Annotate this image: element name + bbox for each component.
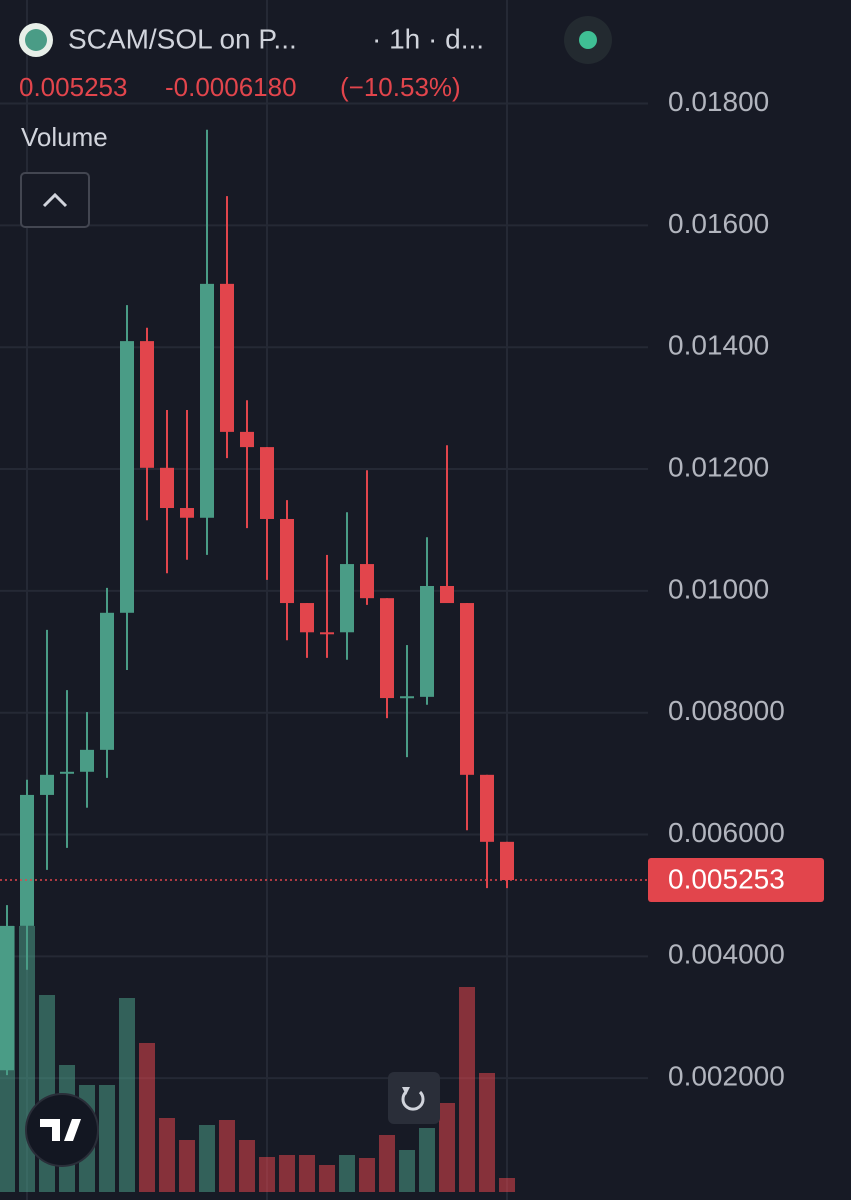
collapse-icon — [42, 192, 68, 208]
y-tick-label: 0.004000 — [668, 939, 785, 970]
volume-label: Volume — [21, 122, 108, 152]
volume-bar — [199, 1125, 215, 1192]
volume-bar — [399, 1150, 415, 1192]
y-tick-label: 0.01400 — [668, 330, 769, 361]
candle-body — [140, 341, 154, 468]
last-price-label: 0.005253 — [668, 863, 785, 894]
candle-body — [260, 447, 274, 519]
candle-body — [0, 925, 14, 1071]
volume-bar — [99, 1085, 115, 1192]
reset-button[interactable] — [388, 1072, 440, 1124]
volume-bar — [439, 1103, 455, 1192]
volume-bar — [259, 1157, 275, 1192]
candle-body — [420, 585, 434, 697]
volume-bar — [159, 1118, 175, 1192]
candle-body — [240, 431, 254, 448]
candle-body — [380, 598, 394, 699]
candle-body — [100, 612, 114, 750]
volume-bar — [319, 1165, 335, 1192]
candle-body — [160, 467, 174, 509]
collapse-button[interactable] — [20, 172, 90, 228]
y-tick-label: 0.01600 — [668, 208, 769, 239]
reset-icon-arrow — [402, 1087, 410, 1095]
candle-body — [360, 564, 374, 599]
volume-bar — [359, 1158, 375, 1192]
y-tick-label: 0.01000 — [668, 573, 769, 604]
pair-name: SCAM/SOL on P... — [68, 23, 297, 54]
tv-logo-mark — [40, 1119, 81, 1141]
candle-body — [280, 518, 294, 604]
interval: · 1h · d... — [372, 23, 484, 54]
price-change: -0.0006180 — [165, 72, 297, 102]
candle-body — [460, 603, 474, 775]
volume-bar — [119, 998, 135, 1192]
candle-body — [320, 632, 334, 635]
y-tick-label: 0.002000 — [668, 1061, 785, 1092]
y-axis: 0.01800 0.01600 0.01400 0.01200 0.01000 0.008… — [0, 86, 824, 1092]
candle-body — [400, 696, 414, 699]
candle-body — [440, 585, 454, 604]
volume-bar — [459, 987, 475, 1192]
candle-body — [200, 283, 214, 518]
volume-bar — [279, 1155, 295, 1192]
candle-body — [40, 774, 54, 795]
volume-bar — [139, 1043, 155, 1192]
symbol-logo-inner — [25, 29, 47, 51]
tv-logo[interactable] — [25, 1093, 99, 1167]
candle-body — [60, 771, 74, 774]
candle-body — [220, 283, 234, 432]
volume-bar — [479, 1073, 495, 1192]
candle-body — [120, 341, 134, 613]
candle-body — [180, 508, 194, 518]
last-price-tag — [648, 858, 824, 903]
reset-icon — [401, 1090, 425, 1111]
y-tick-label: 0.01200 — [668, 451, 769, 482]
volume-bar — [499, 1178, 515, 1192]
candles — [0, 129, 514, 1076]
price-change-pct: (−10.53%) — [340, 72, 461, 102]
candle-body — [480, 774, 494, 842]
volume-bar — [299, 1155, 315, 1192]
y-tick-label: 0.008000 — [668, 695, 785, 726]
candle-body — [340, 564, 354, 633]
volume-bar — [219, 1120, 235, 1192]
volume-bar — [339, 1155, 355, 1192]
last-price: 0.005253 — [19, 72, 127, 102]
candle-body — [500, 841, 514, 881]
volume-bar — [239, 1140, 255, 1192]
candle-body — [300, 603, 314, 633]
y-tick-label: 0.01800 — [668, 86, 769, 117]
volume-bar — [379, 1135, 395, 1192]
status-dot — [579, 31, 597, 49]
candle-body — [80, 749, 94, 772]
volume-bar — [179, 1140, 195, 1192]
y-tick-label: 0.006000 — [668, 817, 785, 848]
volume-bar — [419, 1128, 435, 1192]
candle-body — [20, 794, 34, 926]
